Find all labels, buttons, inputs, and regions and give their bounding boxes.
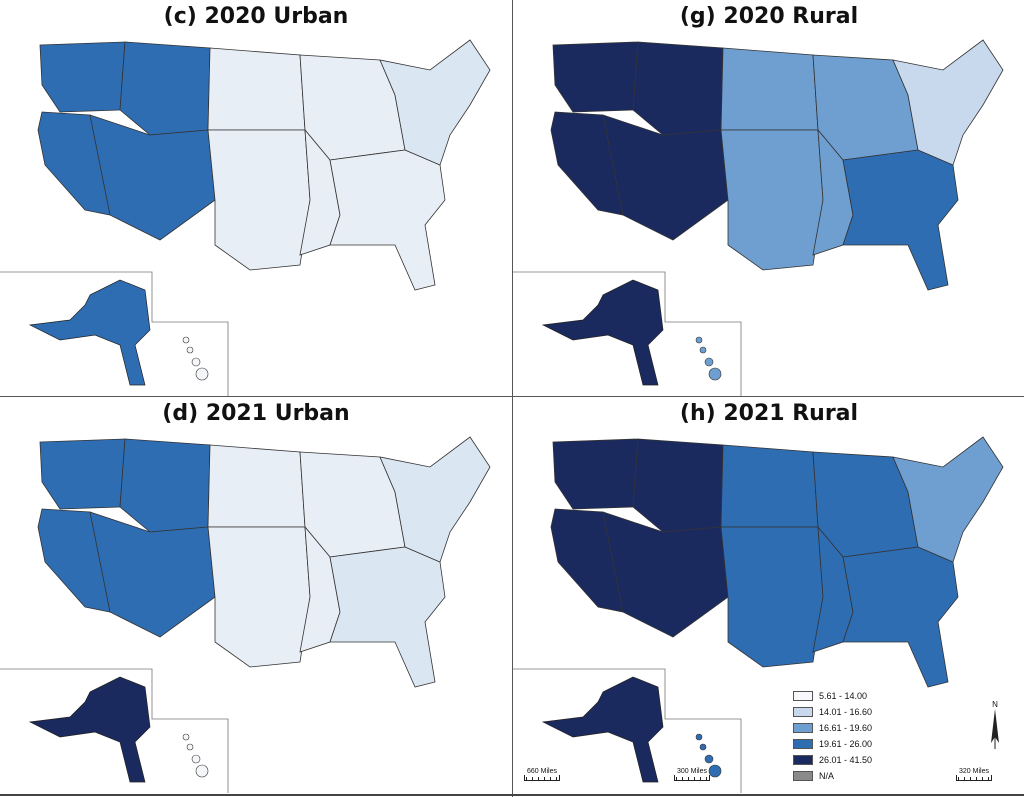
region-southeast <box>842 149 959 291</box>
region-northern-plains <box>720 444 819 528</box>
region-hawaii <box>195 367 209 381</box>
region-texas-oklahoma <box>720 526 824 668</box>
region-pacific-northwest <box>552 438 639 510</box>
scale-label: 660 Miles <box>527 768 557 775</box>
region-hawaii <box>708 367 722 381</box>
map-panel-g: (g) 2020 Rural <box>513 0 1024 396</box>
bottom-border <box>0 794 1024 796</box>
region-northern-plains <box>720 47 819 131</box>
north-arrow-shape <box>991 709 999 749</box>
legend-label: 26.01 - 41.50 <box>819 755 873 765</box>
panel-title: (h) 2021 Rural <box>679 401 859 426</box>
region-mountain-north <box>119 438 211 533</box>
scale-ticks <box>524 775 560 781</box>
region-hawaii <box>191 357 201 367</box>
scale-ticks <box>674 775 710 781</box>
region-hawaii <box>704 754 714 764</box>
scale-bar-conus: 320 Miles <box>956 768 992 781</box>
scale-label: 320 Miles <box>959 768 989 775</box>
map-panel-h: (h) 2021 Rural <box>513 397 1024 793</box>
region-hawaii <box>186 346 194 354</box>
scale-label: 300 Miles <box>677 768 707 775</box>
legend-swatch <box>793 691 813 701</box>
region-pacific-northwest <box>552 41 639 113</box>
legend-swatch <box>793 755 813 765</box>
inset-frame <box>513 668 742 793</box>
region-hawaii <box>182 336 190 344</box>
region-alaska <box>541 676 664 783</box>
map-h <box>513 436 1004 793</box>
region-mountain-north <box>632 438 724 533</box>
map-legend: 5.61 - 14.00 14.01 - 16.60 16.61 - 19.60… <box>793 688 921 784</box>
inset-frame <box>513 271 742 396</box>
region-hawaii <box>191 754 201 764</box>
region-texas-oklahoma <box>720 129 824 271</box>
legend-swatch <box>793 739 813 749</box>
region-northeast <box>892 39 1004 166</box>
region-hawaii <box>195 764 209 778</box>
region-hawaii <box>695 336 703 344</box>
inset-frame <box>0 668 229 793</box>
region-hawaii <box>699 346 707 354</box>
region-northern-plains <box>207 444 306 528</box>
region-pacific-northwest <box>39 438 126 510</box>
region-northeast <box>379 436 491 563</box>
region-northern-plains <box>207 47 306 131</box>
panel-title: (c) 2020 Urban <box>163 4 349 29</box>
region-texas-oklahoma <box>207 526 311 668</box>
region-alaska <box>28 676 151 783</box>
legend-label: 16.61 - 19.60 <box>819 723 873 733</box>
region-alaska <box>541 279 664 386</box>
region-southeast <box>842 546 959 688</box>
legend-item: 5.61 - 14.00 <box>793 688 921 704</box>
region-hawaii <box>186 743 194 751</box>
region-mountain-north <box>119 41 211 136</box>
legend-swatch <box>793 723 813 733</box>
legend-label: 5.61 - 14.00 <box>819 691 868 701</box>
north-label: N <box>992 700 998 709</box>
panel-title: (d) 2021 Urban <box>162 401 350 426</box>
legend-label: 14.01 - 16.60 <box>819 707 873 717</box>
inset-frame <box>0 271 229 396</box>
legend-swatch <box>793 771 813 781</box>
map-panel-c: (c) 2020 Urban <box>0 0 512 396</box>
region-texas-oklahoma <box>207 129 311 271</box>
legend-item: 19.61 - 26.00 <box>793 736 921 752</box>
scale-ticks <box>956 775 992 781</box>
panel-title: (g) 2020 Rural <box>679 4 859 29</box>
region-hawaii <box>708 764 722 778</box>
region-southeast <box>329 546 446 688</box>
north-arrow-icon: N <box>988 700 1002 751</box>
region-northeast <box>379 39 491 166</box>
legend-item: 14.01 - 16.60 <box>793 704 921 720</box>
legend-item: 16.61 - 19.60 <box>793 720 921 736</box>
map-d <box>0 436 491 793</box>
map-c <box>0 39 491 396</box>
legend-label: N/A <box>819 771 835 781</box>
region-pacific-northwest <box>39 41 126 113</box>
region-alaska <box>28 279 151 386</box>
scale-bar-hawaii: 300 Miles <box>674 768 710 781</box>
map-g <box>513 39 1004 396</box>
region-hawaii <box>699 743 707 751</box>
region-mountain-north <box>632 41 724 136</box>
region-southeast <box>329 149 446 291</box>
horizontal-divider <box>0 396 1024 397</box>
region-hawaii <box>695 733 703 741</box>
legend-item: N/A <box>793 768 921 784</box>
vertical-divider <box>512 0 513 797</box>
region-northeast <box>892 436 1004 563</box>
legend-item: 26.01 - 41.50 <box>793 752 921 768</box>
legend-label: 19.61 - 26.00 <box>819 739 873 749</box>
map-panel-d: (d) 2021 Urban <box>0 397 512 793</box>
scale-bar-alaska: 660 Miles <box>524 768 560 781</box>
legend-swatch <box>793 707 813 717</box>
region-hawaii <box>704 357 714 367</box>
region-hawaii <box>182 733 190 741</box>
